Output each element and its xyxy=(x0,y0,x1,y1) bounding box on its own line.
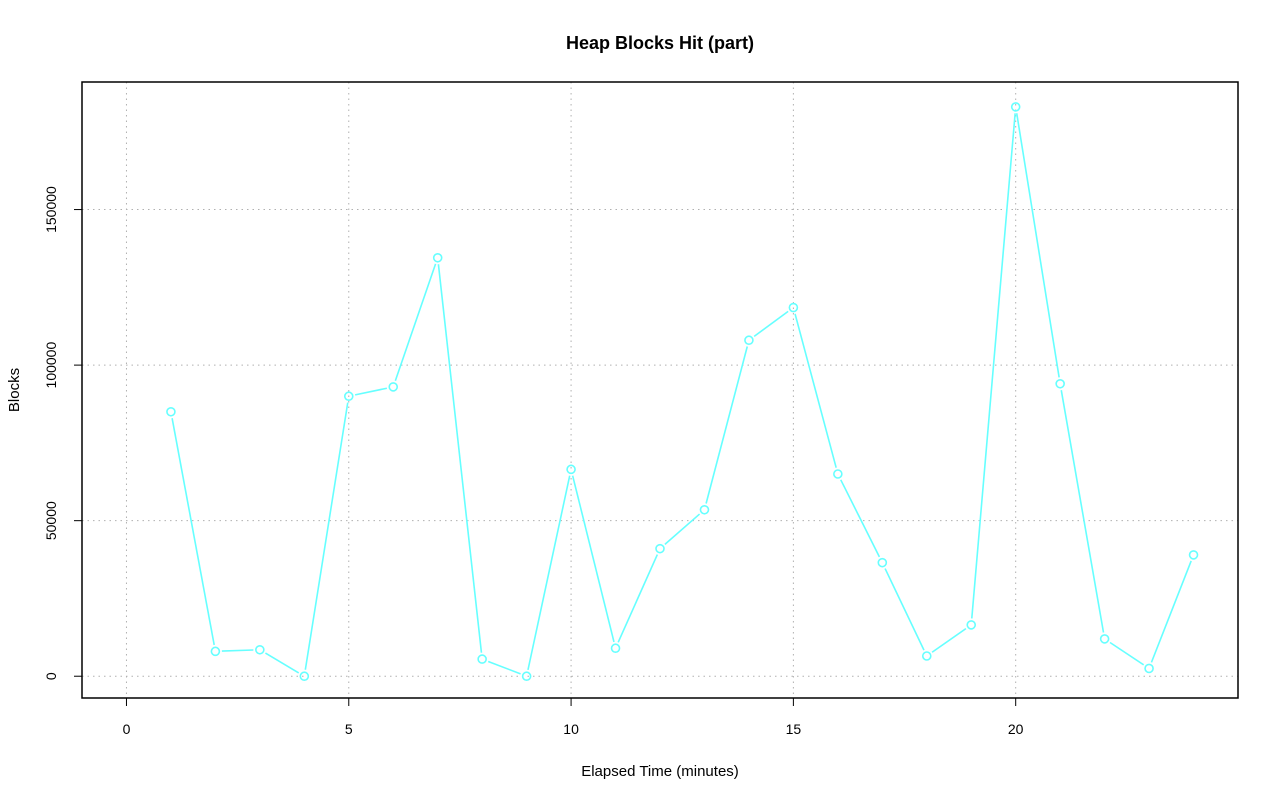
data-point xyxy=(477,654,487,664)
data-point xyxy=(388,382,399,392)
x-tick-label: 0 xyxy=(123,721,131,737)
axes: 0 5 10 15 20 0 50000 100000 150000 xyxy=(43,186,1024,737)
series-line-segment xyxy=(1109,641,1145,666)
y-axis-label: Blocks xyxy=(6,368,23,412)
series-line-segment xyxy=(171,418,215,646)
series-line-segment xyxy=(487,660,521,675)
data-point xyxy=(699,504,710,515)
data-point xyxy=(966,620,977,630)
data-point xyxy=(833,469,843,479)
data-point xyxy=(744,335,754,346)
series-line-segment xyxy=(221,649,254,652)
series-line-segment xyxy=(1150,560,1192,663)
series-line-segment xyxy=(840,479,881,558)
data-point xyxy=(521,671,532,682)
series-line-segment xyxy=(794,313,837,468)
data-point xyxy=(1010,102,1021,112)
data-point xyxy=(655,543,665,554)
data-point xyxy=(788,302,799,313)
series-line-segment xyxy=(394,263,437,382)
y-tick-label: 50000 xyxy=(43,501,59,540)
data-point xyxy=(1144,663,1154,674)
data-point xyxy=(166,406,176,417)
data-point xyxy=(1188,550,1199,560)
series-line-segment xyxy=(527,475,571,671)
series-line-segment xyxy=(617,554,659,643)
series-line-segment xyxy=(664,513,701,545)
data-point xyxy=(877,557,888,568)
series-line-segment xyxy=(1060,390,1105,633)
chart-title: Heap Blocks Hit (part) xyxy=(566,33,754,53)
data-point xyxy=(1055,378,1065,389)
series-line-segment xyxy=(884,568,925,651)
data-point xyxy=(299,671,310,682)
series-line-segment xyxy=(753,310,789,338)
series-line-segment xyxy=(437,264,483,653)
y-tick-label: 0 xyxy=(43,672,59,680)
data-point xyxy=(921,651,932,661)
series-line-segment xyxy=(1015,113,1060,378)
series-line-segment xyxy=(931,627,967,653)
data-point xyxy=(432,252,443,263)
x-tick-label: 5 xyxy=(345,721,353,737)
series-line-segment xyxy=(354,387,388,396)
data-point xyxy=(610,643,621,654)
data-point xyxy=(566,464,576,475)
data-point xyxy=(210,646,221,657)
data-point xyxy=(1099,634,1110,644)
grid-lines xyxy=(82,82,1238,698)
x-axis-label: Elapsed Time (minutes) xyxy=(581,763,739,780)
series-line-segment xyxy=(571,475,615,643)
x-tick-label: 15 xyxy=(786,721,802,737)
data-series xyxy=(166,102,1199,682)
data-point xyxy=(255,644,265,655)
series-line-segment xyxy=(705,346,749,504)
series-line-segment xyxy=(304,402,349,670)
y-tick-label: 100000 xyxy=(43,342,59,389)
x-tick-label: 20 xyxy=(1008,721,1024,737)
data-point xyxy=(343,391,354,402)
series-line-segment xyxy=(970,113,1016,619)
series-line-segment xyxy=(265,652,300,674)
y-tick-label: 150000 xyxy=(43,186,59,233)
plot-frame xyxy=(81,81,1239,699)
x-tick-label: 10 xyxy=(563,721,579,737)
